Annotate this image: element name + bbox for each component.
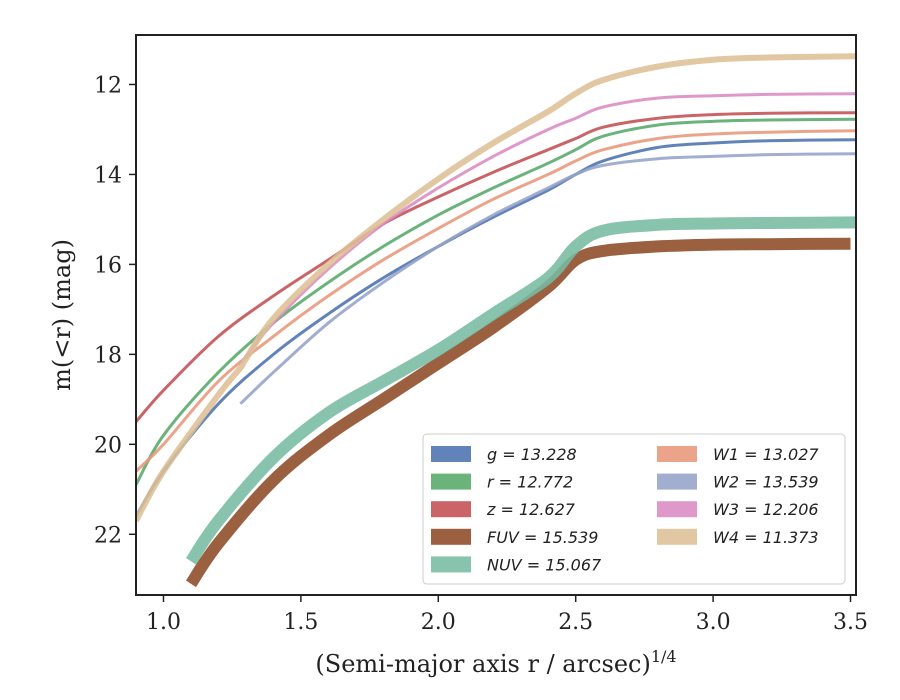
series-line-5 — [136, 129, 856, 473]
series-line-6 — [239, 152, 856, 405]
y-tick-label: 12 — [94, 73, 122, 98]
y-axis-label: m(<r) (mag) — [48, 239, 76, 391]
y-tick-label: 18 — [94, 343, 122, 368]
x-axis-label: (Semi-major axis r / arcsec)1/4 — [315, 647, 676, 678]
legend-swatch — [657, 528, 697, 545]
legend-swatch — [657, 473, 697, 490]
x-tick-label: 2.5 — [558, 610, 593, 635]
y-tick-label: 22 — [94, 523, 122, 548]
series-line-7 — [239, 92, 856, 365]
x-tick-label: 3.0 — [696, 610, 731, 635]
x-axis-label-exponent: 1/4 — [651, 647, 677, 666]
y-tick-label: 20 — [94, 433, 122, 458]
series-line-4 — [185, 216, 856, 565]
legend-label: g = 13.228 — [487, 445, 577, 464]
x-tick-label: 1.5 — [283, 610, 318, 635]
series-layer — [136, 53, 856, 588]
series-line-2 — [136, 111, 856, 423]
legend-label: W2 = 13.539 — [713, 473, 819, 492]
legend-swatch — [431, 501, 471, 518]
legend-label: W4 = 11.373 — [713, 528, 819, 547]
x-tick-label: 3.5 — [833, 610, 868, 635]
x-tick-label: 2.0 — [421, 610, 456, 635]
legend-swatch — [431, 556, 471, 573]
legend-swatch — [657, 446, 697, 462]
y-tick-label: 16 — [94, 253, 122, 278]
series-line-0 — [136, 138, 856, 518]
x-tick-label: 1.0 — [146, 610, 181, 635]
series-line-1 — [136, 117, 856, 486]
series-line-3 — [185, 237, 851, 588]
legend-label: FUV = 15.539 — [487, 528, 598, 547]
legend-swatch — [431, 473, 471, 490]
axes-layer: 1.0 1.5 2.0 2.5 3.0 3.5 12 14 16 18 20 22 — [94, 34, 868, 635]
plot-frame — [135, 34, 857, 596]
x-axis-label-main: (Semi-major axis r / arcsec) — [315, 650, 650, 678]
y-tick-label: 14 — [94, 163, 122, 188]
series-line-8 — [136, 53, 856, 523]
legend-label: W3 = 12.206 — [713, 500, 819, 519]
legend: g = 13.228 r = 12.772 z = 12.627 FUV = 15.5… — [422, 433, 846, 585]
legend-label: W1 = 13.027 — [713, 445, 819, 464]
legend-swatch — [431, 446, 471, 462]
legend-label: z = 12.627 — [486, 500, 576, 519]
legend-swatch — [431, 528, 471, 545]
legend-box — [422, 433, 846, 585]
legend-swatch — [657, 501, 697, 518]
legend-label: NUV = 15.067 — [487, 555, 602, 574]
legend-label: r = 12.772 — [487, 473, 573, 492]
